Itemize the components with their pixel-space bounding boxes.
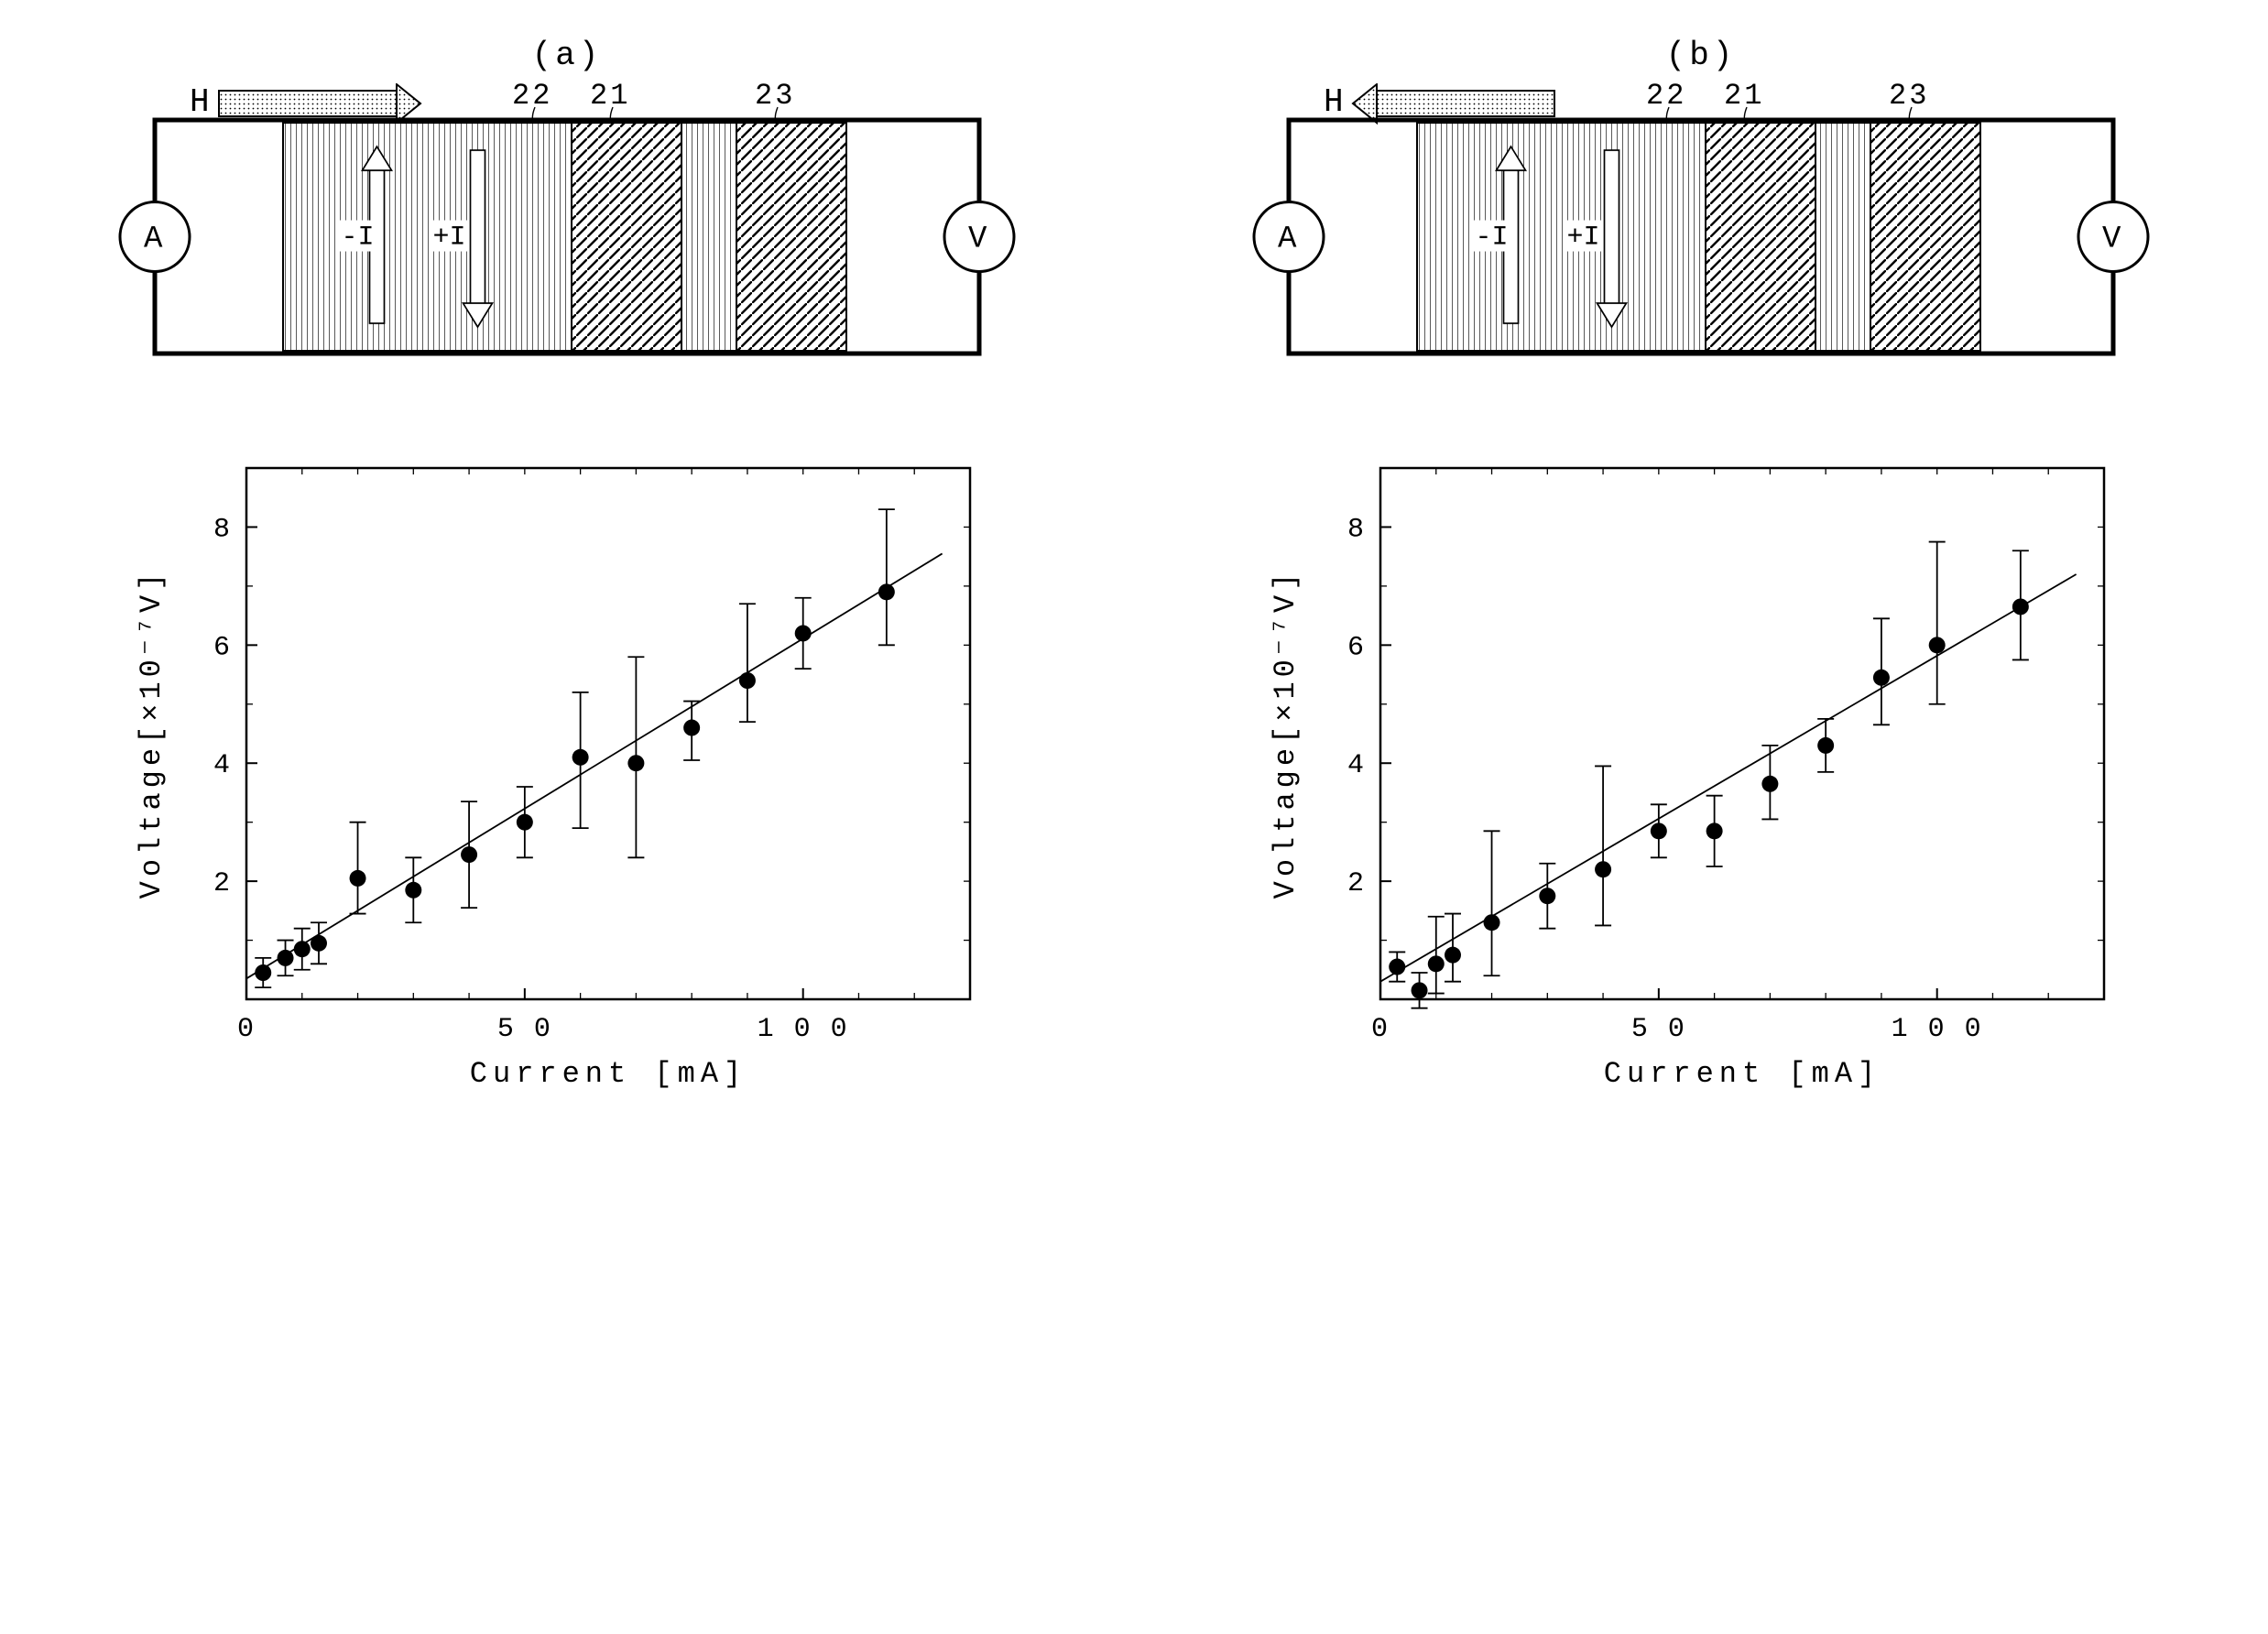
svg-text:A: A: [144, 223, 163, 257]
svg-text:22: 22: [512, 83, 552, 113]
circuit-b-svg: H 22 21 23 -I +I A V: [1189, 83, 2213, 395]
svg-text:V: V: [2102, 223, 2121, 257]
panel-b: (b) H 22 21 23 -I +I A V 0 5 0 1 0 0 2 4 6 8 Current […: [1189, 37, 2213, 1127]
svg-text:23: 23: [1889, 83, 1929, 113]
circuit-b: H 22 21 23 -I +I A V: [1189, 83, 2213, 395]
svg-text:H: H: [1324, 83, 1347, 121]
svg-text:Current [mA]: Current [mA]: [1604, 1057, 1881, 1091]
svg-text:21: 21: [1724, 83, 1764, 113]
svg-text:Voltage[×10⁻⁷V]: Voltage[×10⁻⁷V]: [135, 569, 169, 899]
panel-b-label: (b): [1666, 37, 1737, 74]
svg-text:6: 6: [213, 632, 230, 663]
svg-text:4: 4: [213, 750, 230, 781]
svg-text:2: 2: [213, 868, 230, 899]
svg-text:-I: -I: [1476, 223, 1509, 254]
svg-text:H: H: [190, 83, 213, 121]
circuit-a: H 22 21 23 -I +I A V: [55, 83, 1079, 395]
figure-row: (a) H 22 21 23 -I +I A V 0 5 0 1 0 0 2 4 6 8 Current […: [55, 37, 2213, 1127]
chart-b: 0 5 0 1 0 0 2 4 6 8 Current [mA] Voltage[×10⁻⁷V]: [1189, 431, 2213, 1127]
svg-text:23: 23: [755, 83, 795, 113]
svg-text:0: 0: [237, 1014, 256, 1045]
svg-text:+I: +I: [433, 223, 466, 254]
svg-text:A: A: [1278, 223, 1297, 257]
svg-text:5 0: 5 0: [497, 1014, 552, 1045]
svg-text:2: 2: [1347, 868, 1364, 899]
circuit-a-svg: H 22 21 23 -I +I A V: [55, 83, 1079, 395]
svg-text:Current [mA]: Current [mA]: [470, 1057, 747, 1091]
svg-text:1 0 0: 1 0 0: [1892, 1014, 1983, 1045]
chart-a-svg: 0 5 0 1 0 0 2 4 6 8 Current [mA] Voltage[×10⁻⁷V]: [55, 431, 1079, 1127]
svg-text:+I: +I: [1567, 223, 1600, 254]
svg-text:6: 6: [1347, 632, 1364, 663]
svg-text:4: 4: [1347, 750, 1364, 781]
figure-page: (a) H 22 21 23 -I +I A V 0 5 0 1 0 0 2 4 6 8 Current […: [55, 37, 2213, 1182]
chart-b-svg: 0 5 0 1 0 0 2 4 6 8 Current [mA] Voltage[×10⁻⁷V]: [1189, 431, 2213, 1127]
svg-text:Voltage[×10⁻⁷V]: Voltage[×10⁻⁷V]: [1269, 569, 1303, 899]
svg-text:8: 8: [1347, 514, 1364, 545]
chart-a: 0 5 0 1 0 0 2 4 6 8 Current [mA] Voltage[×10⁻⁷V]: [55, 431, 1079, 1127]
panel-a: (a) H 22 21 23 -I +I A V 0 5 0 1 0 0 2 4 6 8 Current […: [55, 37, 1079, 1127]
svg-text:22: 22: [1646, 83, 1686, 113]
svg-text:-I: -I: [342, 223, 375, 254]
svg-text:0: 0: [1371, 1014, 1390, 1045]
svg-text:V: V: [968, 223, 987, 257]
panel-a-label: (a): [532, 37, 603, 74]
svg-text:5 0: 5 0: [1631, 1014, 1686, 1045]
svg-text:1 0 0: 1 0 0: [758, 1014, 849, 1045]
svg-text:21: 21: [590, 83, 630, 113]
svg-text:8: 8: [213, 514, 230, 545]
